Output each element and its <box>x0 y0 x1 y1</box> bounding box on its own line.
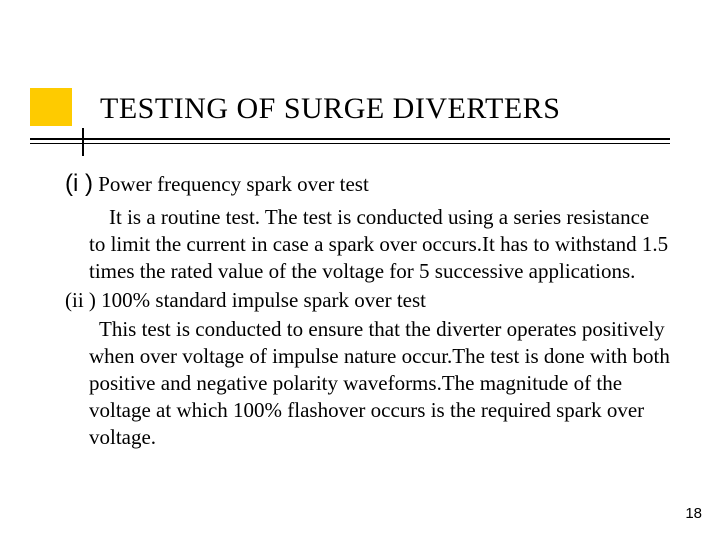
item-1-marker: (i ) <box>65 170 93 197</box>
title-tick-mark <box>82 128 84 156</box>
item-1-body: It is a routine test. The test is conduc… <box>89 204 670 285</box>
title-rule-thin <box>30 143 670 144</box>
item-2-body: This test is conducted to ensure that th… <box>89 316 670 450</box>
body-text: (i ) Power frequency spark over test It … <box>65 168 670 451</box>
item-1-heading-line: (i ) Power frequency spark over test <box>65 168 670 200</box>
item-2-heading: 100% standard impulse spark over test <box>101 288 426 312</box>
page-number: 18 <box>685 505 702 522</box>
slide: TESTING OF SURGE DIVERTERS (i ) Power fr… <box>0 0 720 540</box>
accent-block <box>30 88 72 126</box>
item-2-marker: (ii ) <box>65 288 96 312</box>
slide-title: TESTING OF SURGE DIVERTERS <box>100 92 560 126</box>
title-rule-thick <box>30 138 670 140</box>
item-1-heading: Power frequency spark over test <box>98 172 369 196</box>
item-2-heading-line: (ii ) 100% standard impulse spark over t… <box>65 287 670 314</box>
